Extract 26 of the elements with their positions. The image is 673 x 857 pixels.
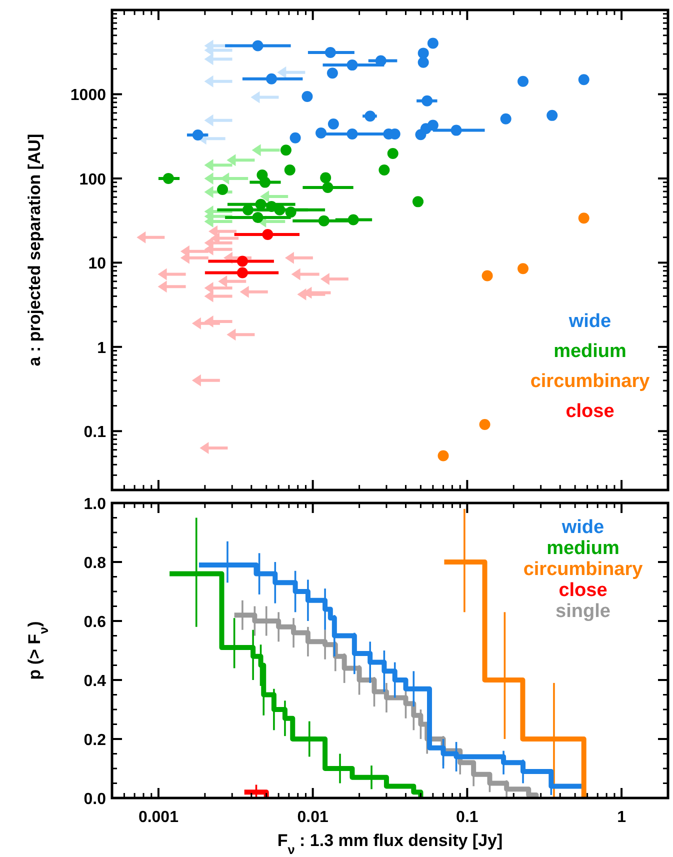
x-tick-label: 0.001: [138, 809, 179, 826]
y-tick-label: 1000: [70, 87, 106, 104]
y-tick-label: 1.0: [84, 496, 106, 513]
text: close: [558, 580, 608, 601]
x-tick-label: 1: [617, 809, 626, 826]
y-tick-label: 0.0: [84, 791, 106, 808]
y-tick-label: 0.2: [84, 732, 106, 749]
y-tick-label: 100: [79, 171, 106, 188]
text: circumbinary: [530, 370, 650, 392]
x-tick-label: 0.01: [297, 809, 328, 826]
y-axis-title: a : projected separation [AU]: [25, 134, 44, 366]
text: medium: [554, 340, 626, 362]
y-tick-label: 1: [97, 340, 106, 357]
y-tick-label: 0.4: [84, 673, 106, 690]
y-tick-label: 10: [88, 256, 106, 273]
y-tick-label: 0.6: [84, 614, 106, 631]
x-axis-title: F$_{ν}$ : 1.3 mm flux density [Jy]: [277, 831, 503, 856]
x-tick-label: 0.1: [456, 809, 478, 826]
text: single: [556, 601, 610, 622]
text: wide: [568, 310, 612, 332]
text: wide: [560, 517, 604, 538]
text: circumbinary: [523, 559, 644, 580]
y-tick-label: 0.8: [84, 555, 106, 572]
y-tick-label: 0.1: [84, 424, 106, 442]
text: medium: [546, 538, 620, 559]
text: close: [566, 400, 614, 422]
